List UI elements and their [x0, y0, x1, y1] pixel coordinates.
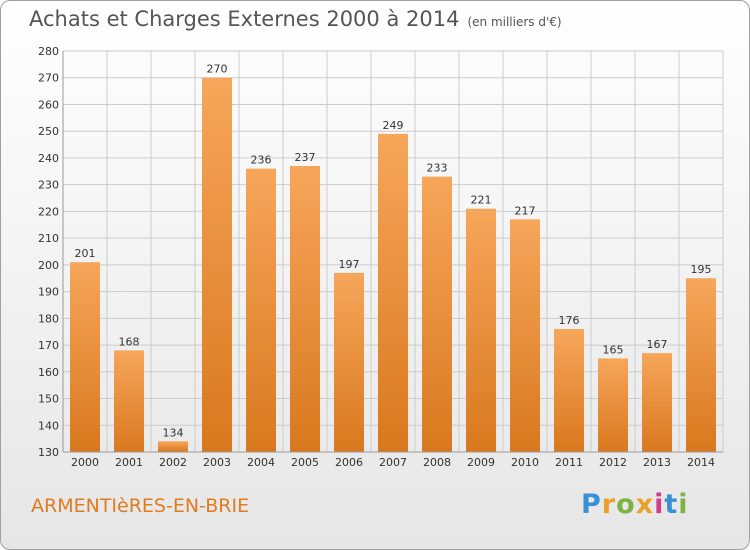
data-label-2014: 195 — [691, 263, 712, 276]
y-tick-label: 250 — [38, 125, 59, 138]
x-tick-label-2004: 2004 — [247, 456, 275, 469]
y-tick-label: 220 — [38, 205, 59, 218]
bar-2008[interactable] — [422, 176, 452, 452]
data-label-2001: 168 — [119, 335, 140, 348]
logo-letter: r — [601, 489, 617, 520]
bar-2014[interactable] — [686, 278, 716, 452]
proxiti-logo[interactable]: Proxiti — [581, 489, 689, 520]
bar-2011[interactable] — [554, 329, 584, 452]
bar-2003[interactable] — [202, 77, 232, 452]
bar-2000[interactable] — [70, 262, 100, 452]
x-tick-label-2002: 2002 — [159, 456, 187, 469]
x-tick-label-2014: 2014 — [687, 456, 715, 469]
bar-2005[interactable] — [290, 165, 320, 452]
bar-layer — [70, 77, 716, 453]
bar-2010[interactable] — [510, 219, 540, 452]
x-tick-label-2006: 2006 — [335, 456, 363, 469]
data-label-2013: 167 — [647, 338, 668, 351]
data-label-2012: 165 — [603, 343, 624, 356]
data-label-2007: 249 — [383, 119, 404, 132]
y-tick-label: 260 — [38, 98, 59, 111]
y-tick-label: 200 — [38, 259, 59, 272]
x-tick-label-2009: 2009 — [467, 456, 495, 469]
y-tick-label: 140 — [38, 419, 59, 432]
city-name: ARMENTIèRES-EN-BRIE — [31, 495, 250, 517]
data-label-2009: 221 — [471, 194, 492, 207]
y-tick-label: 130 — [38, 446, 59, 459]
data-label-2003: 270 — [207, 63, 228, 76]
chart-unit: (en milliers d'€) — [467, 15, 562, 29]
bar-2002[interactable] — [158, 441, 188, 452]
bar-2004[interactable] — [246, 168, 276, 453]
bar-2012[interactable] — [598, 358, 628, 452]
y-tick-label: 170 — [38, 339, 59, 352]
bar-2009[interactable] — [466, 208, 496, 452]
x-tick-label-2007: 2007 — [379, 456, 407, 469]
x-tick-label-2008: 2008 — [423, 456, 451, 469]
data-label-2011: 176 — [559, 314, 580, 327]
chart-title: Achats et Charges Externes 2000 à 2014 (e… — [29, 7, 562, 31]
logo-letter: i — [678, 489, 689, 520]
bar-2006[interactable] — [334, 272, 364, 452]
logo-letter: t — [664, 489, 679, 520]
x-tick-label-2001: 2001 — [115, 456, 143, 469]
bar-2007[interactable] — [378, 133, 408, 452]
bar-2013[interactable] — [642, 353, 672, 452]
data-label-2005: 237 — [295, 151, 316, 164]
x-tick-label-2005: 2005 — [291, 456, 319, 469]
data-label-2002: 134 — [163, 426, 184, 439]
x-tick-label-2013: 2013 — [643, 456, 671, 469]
logo-letter: i — [654, 489, 665, 520]
chart-title-text: Achats et Charges Externes 2000 à 2014 — [29, 7, 460, 31]
logo-letter: x — [635, 489, 655, 520]
logo-letter: P — [581, 489, 602, 520]
data-label-2006: 197 — [339, 258, 360, 271]
logo-letter: o — [616, 489, 636, 520]
label-layer: 201 168 134 270 236 237 197 249 233 221 217 176 165 1… — [75, 63, 712, 440]
data-label-2000: 201 — [75, 247, 96, 260]
y-tick-label: 280 — [38, 45, 59, 58]
bar-2001[interactable] — [114, 350, 144, 452]
y-tick-label: 180 — [38, 312, 59, 325]
x-tick-label-2012: 2012 — [599, 456, 627, 469]
y-tick-label: 270 — [38, 72, 59, 85]
y-tick-label: 240 — [38, 152, 59, 165]
y-tick-label: 160 — [38, 366, 59, 379]
y-tick-label: 150 — [38, 393, 59, 406]
axis-layer: 130 140 150 160 170 180 190 200 210 220 230 240 250 2… — [38, 45, 723, 469]
x-tick-label-2010: 2010 — [511, 456, 539, 469]
y-tick-label: 190 — [38, 286, 59, 299]
x-tick-label-2003: 2003 — [203, 456, 231, 469]
data-label-2004: 236 — [251, 154, 272, 167]
y-tick-label: 210 — [38, 232, 59, 245]
x-tick-label-2000: 2000 — [71, 456, 99, 469]
x-tick-label-2011: 2011 — [555, 456, 583, 469]
data-label-2010: 217 — [515, 204, 536, 217]
data-label-2008: 233 — [427, 162, 448, 175]
y-tick-label: 230 — [38, 179, 59, 192]
